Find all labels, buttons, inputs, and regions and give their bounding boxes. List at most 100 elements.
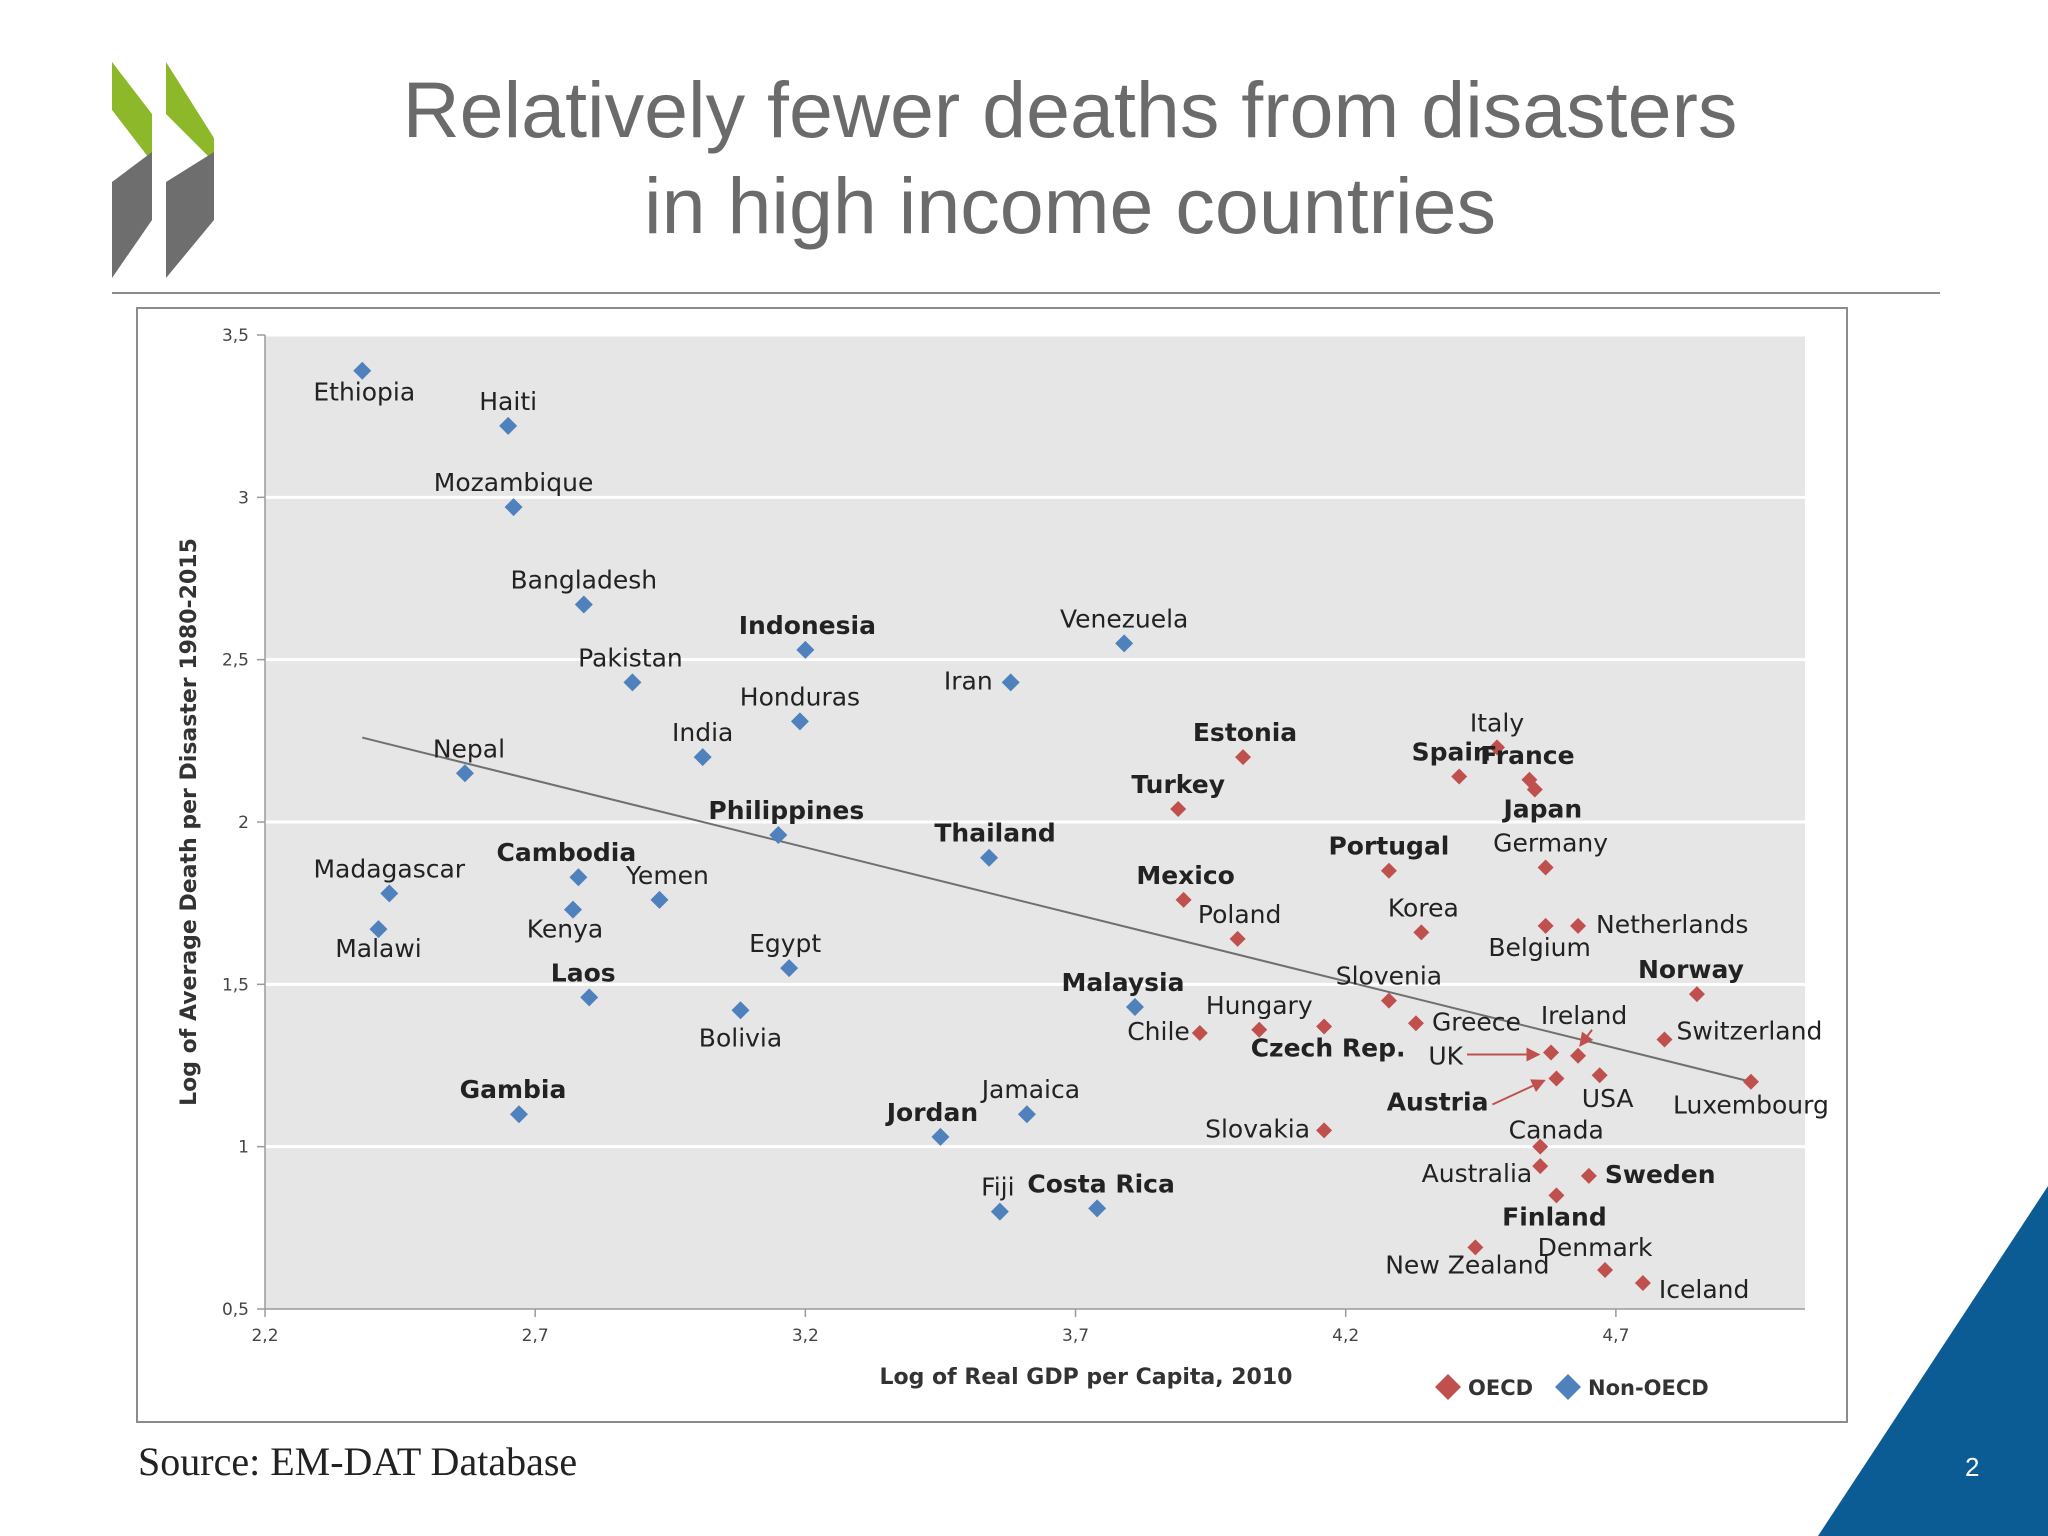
label-mozambique: Mozambique <box>434 468 594 497</box>
source-note: Source: EM-DAT Database <box>138 1439 578 1484</box>
label-canada: Canada <box>1509 1116 1604 1145</box>
label-uk: UK <box>1428 1042 1463 1071</box>
point-iceland <box>1634 1275 1651 1292</box>
label-czech-rep: Czech Rep. <box>1251 1034 1406 1063</box>
label-hungary: Hungary <box>1206 991 1313 1020</box>
data-points <box>353 361 1759 1292</box>
slide-title-line-2: in high income countries <box>644 161 1496 250</box>
legend-marker-oecd <box>1435 1374 1461 1400</box>
y-axis-title: Log of Average Death per Disaster 1980-2… <box>177 538 202 1106</box>
label-finland: Finland <box>1502 1202 1607 1231</box>
label-estonia: Estonia <box>1193 718 1297 747</box>
point-usa <box>1591 1067 1608 1084</box>
point-belgium <box>1537 917 1554 934</box>
point-bangladesh <box>574 595 593 614</box>
label-india: India <box>672 718 733 747</box>
x-tick-label: 3,7 <box>1062 1326 1089 1346</box>
point-kenya <box>564 900 582 919</box>
point-malawi <box>369 920 388 939</box>
point-gambia <box>509 1105 528 1124</box>
label-italy: Italy <box>1470 708 1524 737</box>
label-bolivia: Bolivia <box>699 1023 782 1052</box>
point-jamaica <box>1017 1105 1036 1124</box>
point-thailand <box>980 848 999 867</box>
x-tick-label: 3,2 <box>792 1326 819 1346</box>
label-belgium: Belgium <box>1488 933 1591 962</box>
point-australia <box>1532 1158 1549 1175</box>
point-canada <box>1532 1138 1549 1155</box>
label-madagascar: Madagascar <box>313 854 465 883</box>
label-venezuela: Venezuela <box>1060 604 1188 633</box>
point-honduras <box>790 712 809 731</box>
slide-title-line-1: Relatively fewer deaths from disasters <box>402 65 1738 154</box>
label-bangladesh: Bangladesh <box>511 565 658 594</box>
label-france: France <box>1480 741 1574 770</box>
point-norway <box>1688 986 1705 1003</box>
label-new-zealand: New Zealand <box>1385 1250 1549 1279</box>
label-indonesia: Indonesia <box>739 611 876 640</box>
point-finland <box>1548 1187 1565 1204</box>
point-poland <box>1229 930 1246 947</box>
logo-chevron-gray-right <box>166 152 214 278</box>
point-venezuela <box>1115 634 1134 653</box>
label-malaysia: Malaysia <box>1061 968 1184 997</box>
label-usa: USA <box>1582 1084 1634 1113</box>
label-ireland: Ireland <box>1541 1001 1627 1030</box>
y-tick-label: 3 <box>238 488 249 508</box>
label-cambodia: Cambodia <box>497 838 637 867</box>
scatter-chart-frame: 0,5 1 1,5 2 2,5 3 3,5 2,2 2,7 3,2 3,7 4,2 4,7 Estoni… <box>136 307 1848 1423</box>
point-pakistan <box>623 673 642 692</box>
point-indonesia <box>796 640 815 659</box>
slide-title: Relatively fewer deaths from disasters i… <box>300 62 1840 254</box>
label-slovenia: Slovenia <box>1336 962 1442 991</box>
annotation-arrows <box>1467 1029 1594 1106</box>
point-new-zealand <box>1467 1239 1484 1256</box>
x-axis-title: Log of Real GDP per Capita, 2010 <box>880 1365 1293 1390</box>
x-tick-label: 2,2 <box>251 1326 278 1346</box>
arrow-austria <box>1492 1079 1546 1106</box>
label-pakistan: Pakistan <box>578 643 683 672</box>
point-yemen <box>650 890 669 909</box>
label-thailand: Thailand <box>934 819 1055 848</box>
label-jamaica: Jamaica <box>980 1075 1080 1104</box>
point-luxembourg <box>1742 1073 1759 1090</box>
legend: OECD Non-OECD <box>1435 1374 1709 1400</box>
label-korea: Korea <box>1388 893 1459 922</box>
point-sweden <box>1580 1167 1597 1184</box>
corner-blue-triangle <box>1818 1186 2048 1536</box>
label-mexico: Mexico <box>1136 861 1235 890</box>
point-chile <box>1191 1025 1208 1042</box>
point-turkey <box>1170 801 1187 818</box>
label-iran: Iran <box>944 666 993 695</box>
point-slovakia <box>1316 1122 1333 1139</box>
y-tick-label: 2,5 <box>222 651 249 671</box>
point-czech-rep <box>1316 1018 1333 1035</box>
label-egypt: Egypt <box>749 929 821 958</box>
label-germany: Germany <box>1493 828 1608 857</box>
point-mozambique <box>504 498 523 517</box>
point-portugal <box>1380 862 1397 879</box>
point-labels: Estonia Turkey Mexico Poland Chile Hungary Cze… <box>313 378 1829 1304</box>
label-fiji: Fiji <box>981 1173 1014 1202</box>
x-tick-label: 4,2 <box>1332 1326 1359 1346</box>
label-luxembourg: Luxembourg <box>1673 1091 1829 1120</box>
corner-decoration <box>1818 1186 2048 1536</box>
label-costa-rica: Costa Rica <box>1027 1169 1174 1198</box>
arrow-ireland <box>1579 1029 1594 1047</box>
trend-line <box>362 736 1752 1083</box>
logo-chevron-gray-left <box>112 152 152 278</box>
point-greece <box>1407 1015 1424 1032</box>
point-costa-rica <box>1088 1199 1107 1218</box>
point-madagascar <box>380 884 399 903</box>
point-estonia <box>1235 749 1252 766</box>
point-spain <box>1451 768 1468 785</box>
label-slovakia: Slovakia <box>1205 1114 1310 1143</box>
point-ethiopia <box>353 361 372 380</box>
point-denmark <box>1597 1262 1614 1279</box>
point-mexico <box>1175 891 1192 908</box>
point-haiti <box>499 416 518 435</box>
label-yemen: Yemen <box>625 861 709 890</box>
y-tick-label: 0,5 <box>222 1300 249 1320</box>
page-number: 2 <box>1965 1452 1980 1482</box>
point-slovenia <box>1380 992 1397 1009</box>
